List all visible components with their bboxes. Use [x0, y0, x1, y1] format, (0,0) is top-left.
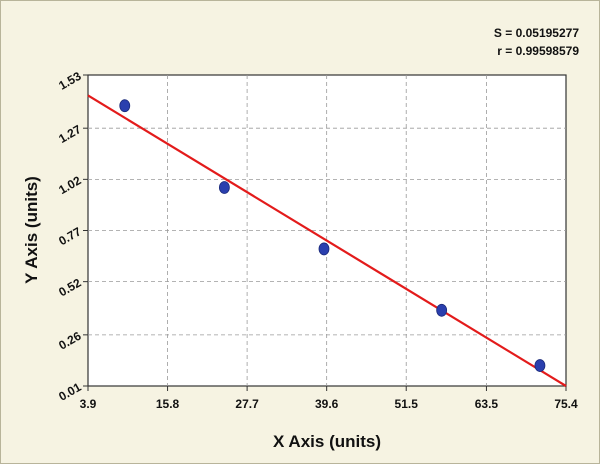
stat-r-text: r = 0.99598579	[497, 44, 579, 58]
x-tick-label: 39.6	[315, 397, 339, 411]
data-point	[436, 303, 448, 317]
y-tick-label: 0.26	[56, 329, 84, 353]
fit-line-group	[87, 94, 567, 387]
x-tick-label: 51.5	[395, 397, 419, 411]
grid-lines	[88, 75, 566, 386]
x-axis-label: X Axis (units)	[273, 432, 381, 451]
data-point	[534, 359, 546, 372]
x-tick-label: 63.5	[475, 397, 499, 411]
data-point	[218, 181, 230, 194]
x-tick-labels: 3.9 15.8 27.7 39.6 51.5 63.5 75.4	[80, 386, 578, 411]
stat-s-text: S = 0.05195277	[494, 26, 579, 40]
x-tick-label: 75.4	[554, 397, 578, 411]
y-tick-labels: 0.010.260.520.771.021.271.53	[56, 69, 88, 404]
y-axis-label: Y Axis (units)	[22, 176, 41, 284]
y-tick-label: 1.27	[56, 122, 84, 146]
y-tick-label: 0.77	[56, 224, 84, 248]
y-tick-label: 1.53	[56, 69, 84, 93]
y-tick-label: 1.02	[56, 173, 84, 197]
y-tick-label: 0.52	[56, 275, 84, 299]
x-tick-label: 27.7	[235, 397, 259, 411]
data-point	[318, 242, 330, 256]
x-tick-label: 15.8	[156, 397, 180, 411]
data-points	[119, 99, 546, 372]
x-tick-label: 3.9	[80, 397, 97, 411]
data-point	[119, 99, 131, 113]
fit-line	[87, 94, 567, 387]
